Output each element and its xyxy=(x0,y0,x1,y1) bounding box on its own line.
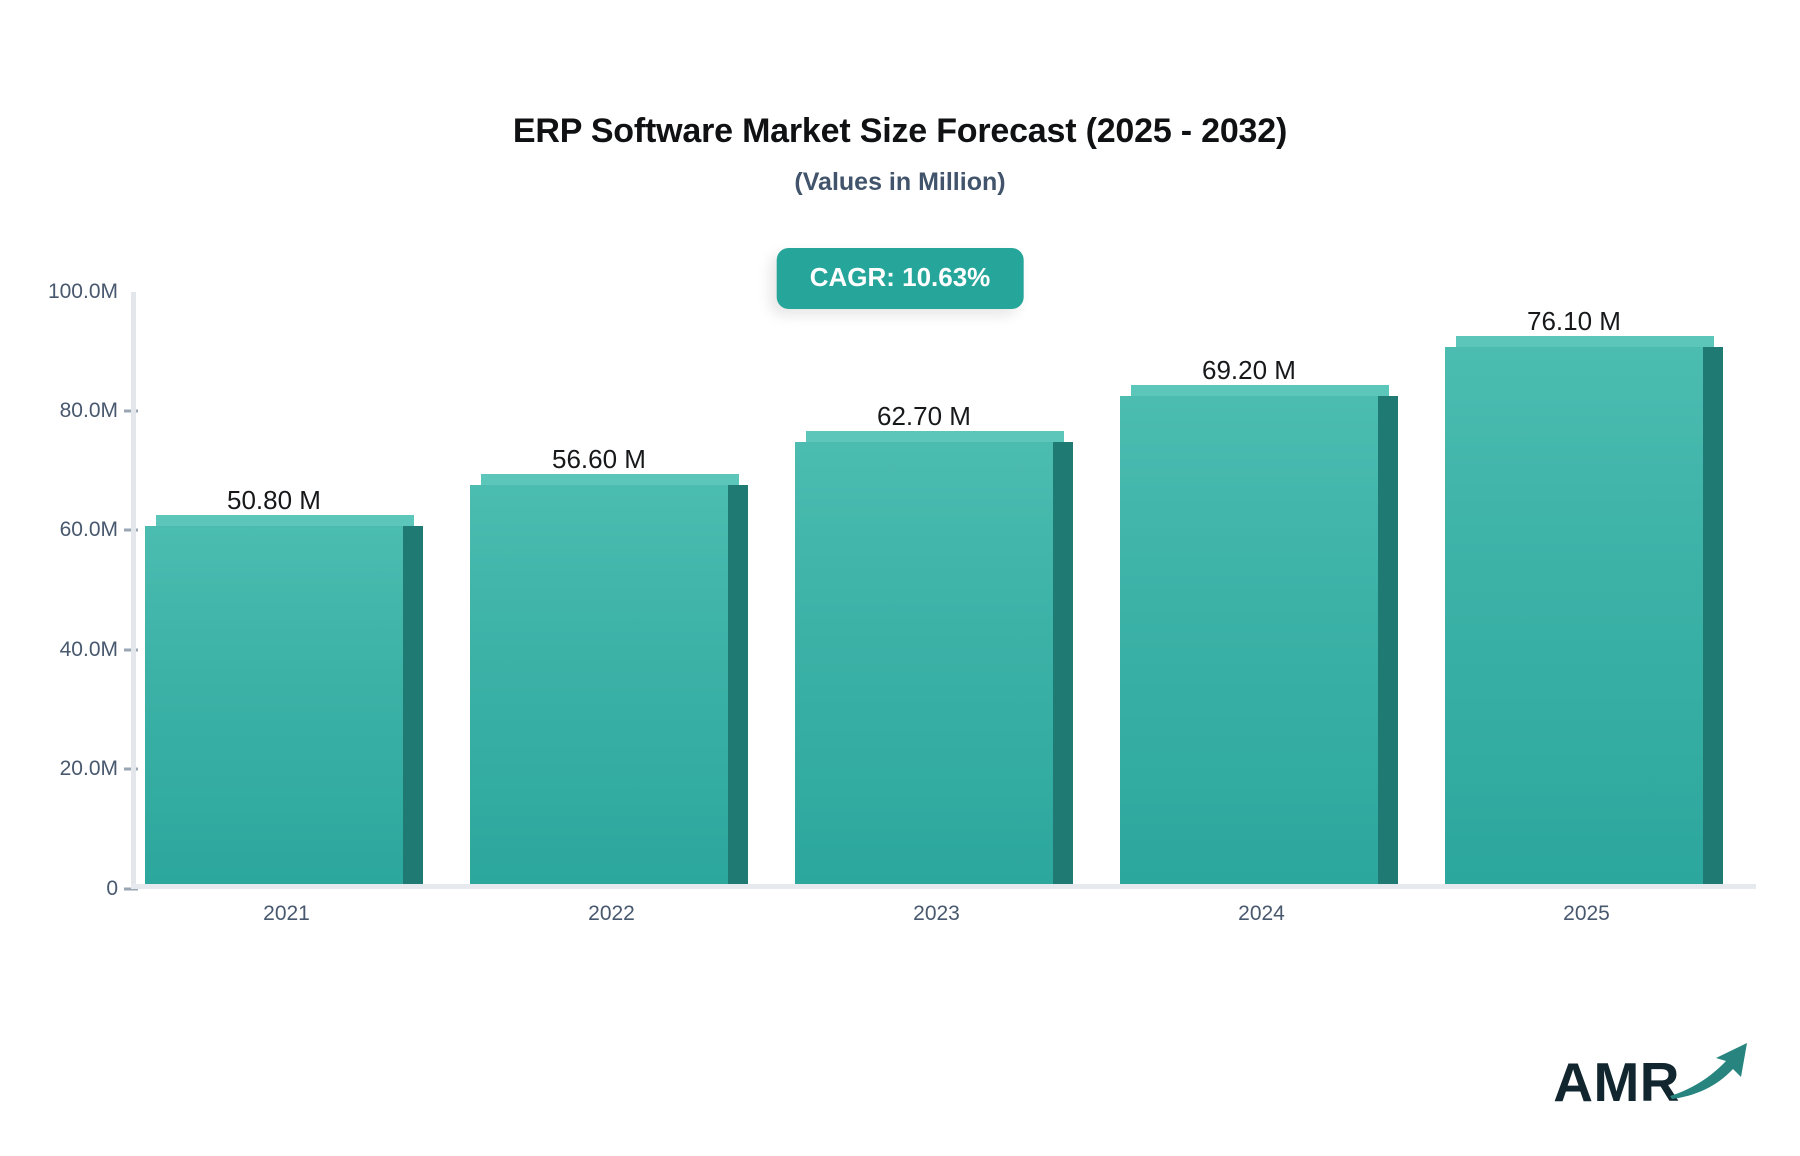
x-tick-label-2022: 2022 xyxy=(588,902,635,925)
bar-top-face xyxy=(156,515,414,526)
trend-up-arrow-icon xyxy=(1668,1039,1754,1106)
bar-side-face xyxy=(1378,396,1398,884)
plot-area: 50.80 M 56.60 M 62.70 M 69.20 M xyxy=(131,292,1756,889)
bar-top-face xyxy=(1131,385,1389,396)
bar-top-face xyxy=(1456,336,1714,347)
bar-value-label: 76.10 M xyxy=(1527,306,1621,336)
bar-top-face xyxy=(806,431,1064,442)
y-tick-label: 80.0M xyxy=(59,399,118,422)
bar-value-label: 56.60 M xyxy=(552,444,646,474)
chart-title: ERP Software Market Size Forecast (2025 … xyxy=(512,112,1288,150)
bar-value-label: 62.70 M xyxy=(877,401,971,431)
y-tick-label: 20.0M xyxy=(59,757,118,780)
y-tick-dash xyxy=(124,887,138,891)
x-axis-line xyxy=(131,884,1756,889)
bar-side-face xyxy=(1703,347,1723,884)
y-tick-label: 100.0M xyxy=(47,280,118,303)
bar-value-label: 69.20 M xyxy=(1202,355,1296,385)
cagr-badge: CAGR: 10.63% xyxy=(776,248,1024,309)
bar-value-label: 50.80 M xyxy=(227,485,321,515)
bar-side-face xyxy=(1053,442,1073,884)
bar-2023[interactable]: 62.70 M xyxy=(795,401,1073,884)
y-axis-line xyxy=(131,292,136,889)
bar-front-face xyxy=(795,442,1053,884)
bar-front-face xyxy=(470,485,728,884)
bar-front-face xyxy=(145,526,403,884)
logo-wordmark: AMR xyxy=(1553,1050,1680,1113)
x-tick-label-2021: 2021 xyxy=(263,902,310,925)
bar-side-face xyxy=(728,485,748,884)
bar-2022[interactable]: 56.60 M xyxy=(470,444,748,884)
bar-front-face xyxy=(1120,396,1378,884)
bar-2025[interactable]: 76.10 M xyxy=(1445,306,1723,884)
amr-logo: AMR xyxy=(1553,1039,1754,1113)
y-tick-label: 60.0M xyxy=(59,518,118,541)
x-tick-label-2025: 2025 xyxy=(1563,902,1610,925)
bar-front-face xyxy=(1445,347,1703,884)
x-tick-label-2024: 2024 xyxy=(1238,902,1285,925)
bar-side-face xyxy=(403,526,423,884)
y-tick-label: 0 xyxy=(106,877,118,900)
chart-subtitle: (Values in Million) xyxy=(794,168,1006,196)
bar-top-face xyxy=(481,474,739,485)
bar-2024[interactable]: 69.20 M xyxy=(1120,355,1398,884)
y-tick-label: 40.0M xyxy=(59,638,118,661)
x-tick-label-2023: 2023 xyxy=(913,902,960,925)
bar-2021[interactable]: 50.80 M xyxy=(145,485,423,884)
